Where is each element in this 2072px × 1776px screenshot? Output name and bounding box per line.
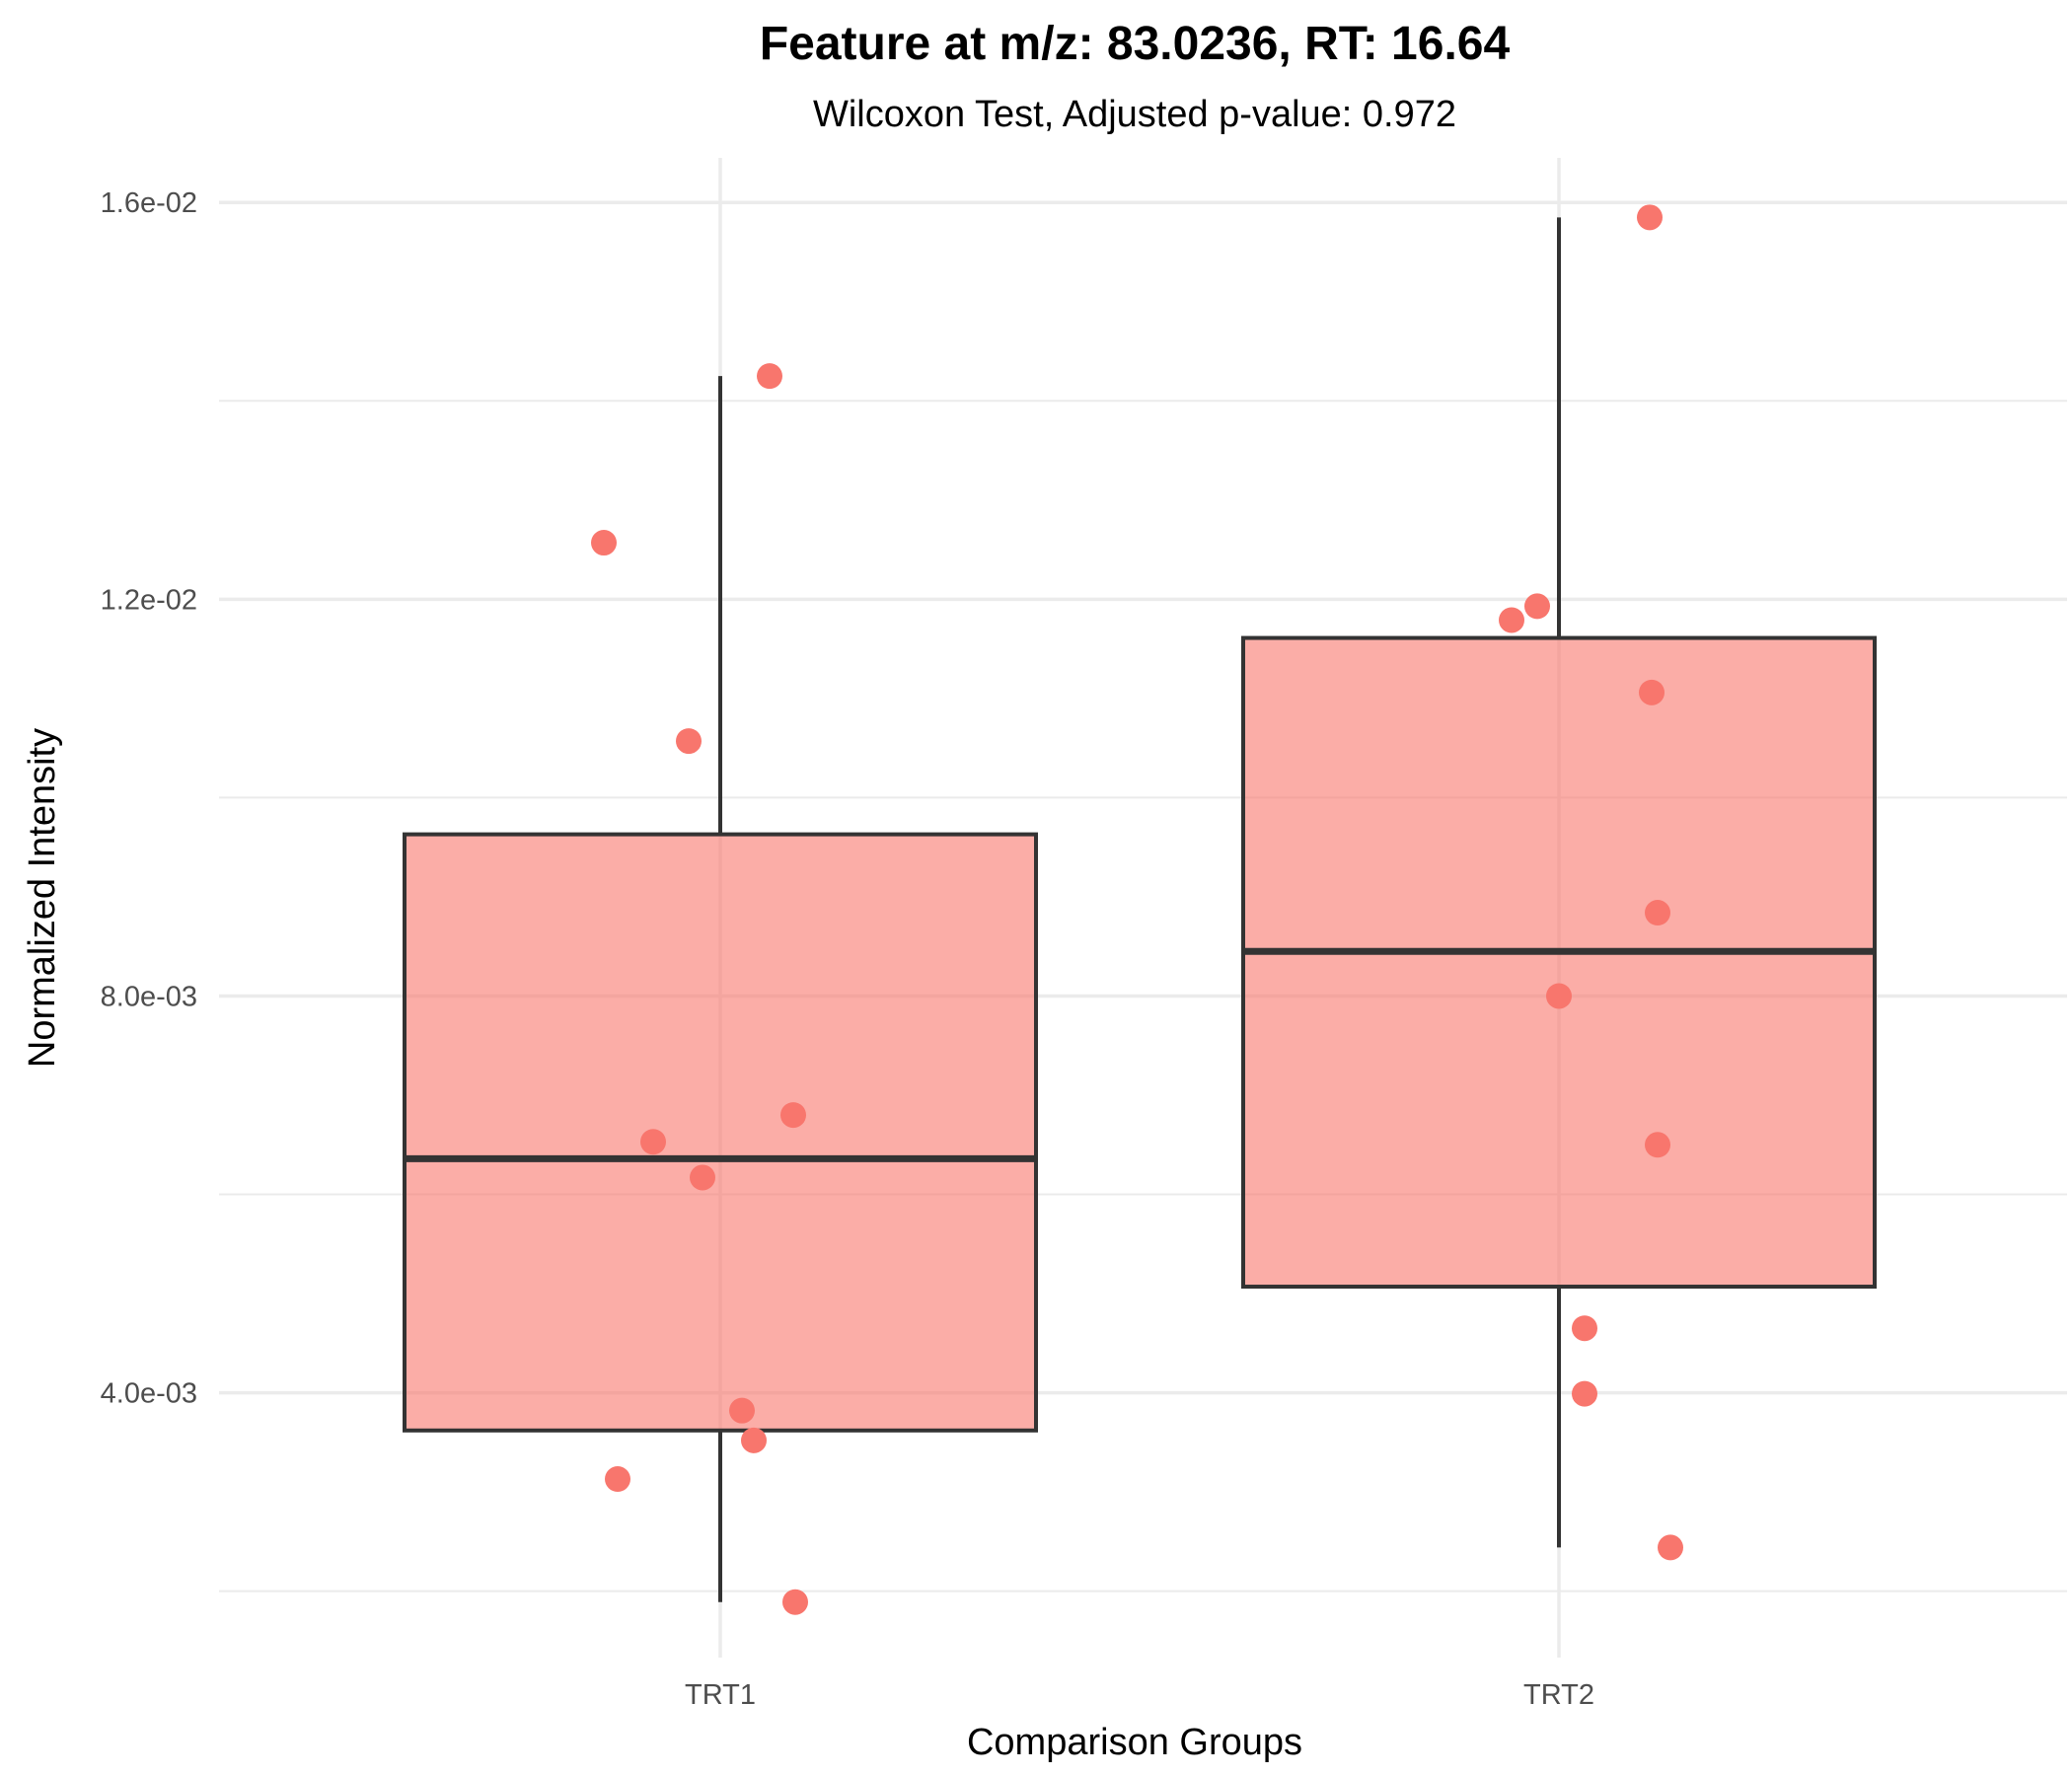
y-tick-label-2: 1.2e-02	[101, 584, 197, 616]
data-point-trt2-8	[1572, 1315, 1597, 1342]
tick-layer: 4.0e-03 8.0e-03 1.2e-02 1.6e-02 TRT1 TRT2	[101, 187, 1594, 1711]
data-point-trt2-6	[1546, 983, 1572, 1009]
chart-title: Feature at m/z: 83.0236, RT: 16.64	[760, 18, 1511, 70]
data-point-trt2-1	[1637, 204, 1663, 231]
data-point-trt2-3	[1499, 607, 1524, 633]
data-point-trt1-3	[676, 728, 702, 755]
box-trt2	[1241, 635, 1877, 1290]
data-point-trt2-2	[1524, 593, 1550, 620]
data-point-trt2-5	[1645, 900, 1670, 926]
data-point-trt1-5	[640, 1129, 666, 1155]
data-point-trt2-4	[1639, 679, 1665, 705]
data-point-trt2-7	[1645, 1132, 1670, 1158]
data-point-trt2-9	[1572, 1380, 1597, 1407]
chart-subtitle: Wilcoxon Test, Adjusted p-value: 0.972	[813, 94, 1456, 135]
box-trt1	[403, 832, 1038, 1433]
data-point-trt1-1	[757, 363, 782, 390]
y-tick-label-3: 1.6e-02	[101, 187, 197, 219]
point-layer	[591, 204, 1683, 1615]
y-axis-title: Normalized Intensity	[22, 728, 63, 1068]
x-tick-label-trt2: TRT2	[1523, 1679, 1594, 1711]
data-point-trt1-10	[782, 1589, 808, 1615]
data-point-trt1-9	[605, 1466, 630, 1493]
data-point-trt1-6	[690, 1164, 715, 1191]
data-point-trt1-8	[741, 1427, 767, 1453]
box-layer	[403, 217, 1877, 1602]
y-tick-label-1: 8.0e-03	[101, 981, 197, 1012]
x-tick-label-trt1: TRT1	[685, 1679, 756, 1711]
x-axis-title: Comparison Groups	[967, 1722, 1302, 1763]
data-point-trt1-7	[729, 1397, 755, 1424]
data-point-trt1-2	[591, 530, 617, 556]
data-point-trt2-10	[1658, 1534, 1683, 1561]
data-point-trt1-4	[780, 1102, 806, 1129]
y-tick-label-0: 4.0e-03	[101, 1378, 197, 1410]
